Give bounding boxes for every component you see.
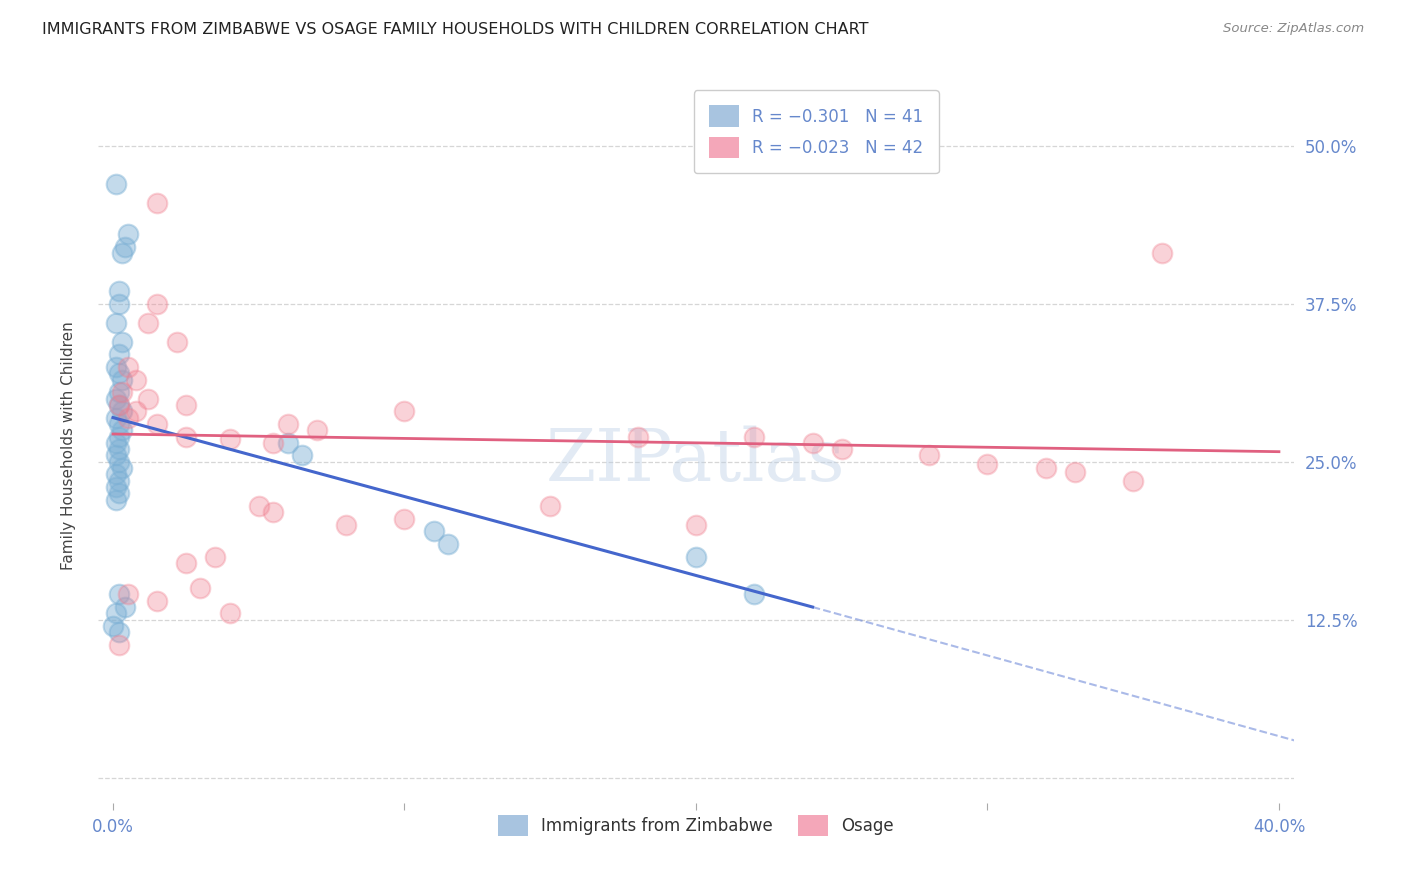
Point: [108, 638, 131, 652]
Point: [262, 435, 284, 450]
Point: [108, 587, 131, 601]
Point: [111, 385, 134, 400]
Point: [190, 581, 212, 595]
Point: [125, 404, 148, 418]
Point: [114, 600, 136, 615]
Point: [174, 398, 197, 412]
Point: [918, 449, 941, 463]
Point: [422, 524, 444, 539]
Point: [145, 417, 167, 431]
Point: [108, 285, 131, 299]
Text: ZIPatlas: ZIPatlas: [546, 425, 846, 496]
Point: [111, 461, 134, 475]
Point: [104, 410, 127, 425]
Point: [104, 467, 127, 482]
Point: [831, 442, 853, 457]
Point: [108, 474, 131, 488]
Point: [111, 334, 134, 349]
Legend: Immigrants from Zimbabwe, Osage: Immigrants from Zimbabwe, Osage: [489, 806, 903, 845]
Y-axis label: Family Households with Children: Family Households with Children: [62, 322, 76, 570]
Point: [117, 227, 139, 242]
Point: [104, 360, 127, 375]
Point: [145, 593, 167, 607]
Point: [394, 511, 416, 525]
Point: [117, 360, 139, 375]
Point: [117, 587, 139, 601]
Point: [742, 429, 765, 443]
Point: [108, 442, 131, 457]
Point: [394, 404, 416, 418]
Point: [117, 410, 139, 425]
Point: [218, 432, 240, 446]
Point: [108, 455, 131, 469]
Point: [114, 240, 136, 254]
Point: [976, 458, 998, 472]
Point: [145, 297, 167, 311]
Point: [627, 429, 650, 443]
Point: [104, 480, 127, 494]
Point: [111, 373, 134, 387]
Point: [291, 449, 314, 463]
Point: [101, 619, 124, 633]
Point: [204, 549, 226, 564]
Point: [145, 195, 167, 210]
Point: [801, 435, 824, 450]
Point: [218, 607, 240, 621]
Point: [136, 392, 159, 406]
Point: [174, 429, 197, 443]
Point: [685, 517, 707, 532]
Point: [685, 549, 707, 564]
Point: [104, 607, 127, 621]
Point: [262, 505, 284, 519]
Point: [111, 423, 134, 437]
Point: [174, 556, 197, 570]
Point: [111, 404, 134, 418]
Point: [108, 398, 131, 412]
Point: [108, 429, 131, 443]
Point: [104, 177, 127, 191]
Point: [108, 297, 131, 311]
Point: [108, 486, 131, 500]
Point: [104, 435, 127, 450]
Point: [335, 517, 357, 532]
Point: [305, 423, 328, 437]
Point: [104, 316, 127, 330]
Point: [108, 417, 131, 431]
Point: [247, 499, 270, 513]
Point: [1122, 474, 1144, 488]
Point: [742, 587, 765, 601]
Point: [166, 334, 188, 349]
Point: [538, 499, 561, 513]
Point: [104, 492, 127, 507]
Point: [437, 537, 460, 551]
Text: Source: ZipAtlas.com: Source: ZipAtlas.com: [1223, 22, 1364, 36]
Point: [277, 417, 299, 431]
Point: [108, 385, 131, 400]
Point: [125, 373, 148, 387]
Point: [136, 316, 159, 330]
Point: [108, 398, 131, 412]
Point: [108, 347, 131, 361]
Point: [111, 246, 134, 260]
Point: [104, 449, 127, 463]
Point: [108, 625, 131, 640]
Point: [1035, 461, 1057, 475]
Point: [1152, 246, 1174, 260]
Point: [108, 367, 131, 381]
Point: [277, 435, 299, 450]
Text: IMMIGRANTS FROM ZIMBABWE VS OSAGE FAMILY HOUSEHOLDS WITH CHILDREN CORRELATION CH: IMMIGRANTS FROM ZIMBABWE VS OSAGE FAMILY…: [42, 22, 869, 37]
Point: [104, 392, 127, 406]
Point: [1064, 465, 1087, 479]
